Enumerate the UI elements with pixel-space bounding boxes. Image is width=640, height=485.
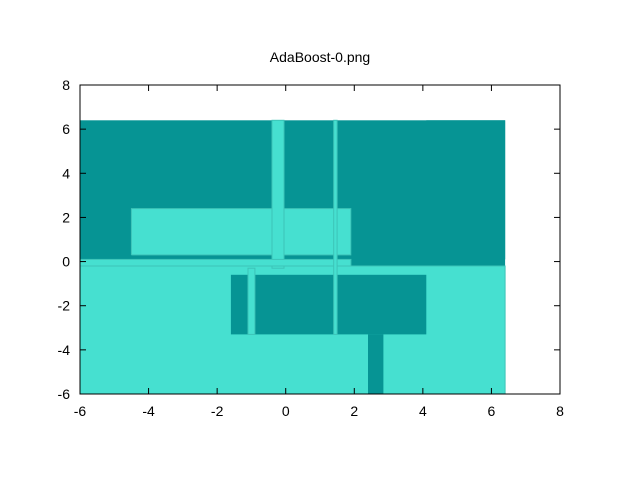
y-tick-label: 4	[62, 165, 70, 181]
x-tick-label: -6	[74, 403, 87, 419]
region-light-7	[271, 119, 285, 269]
region-dark-3	[230, 274, 427, 335]
y-tick-label: -4	[58, 342, 71, 358]
y-tick-label: -6	[58, 386, 71, 402]
x-tick-label: 0	[282, 403, 290, 419]
x-tick-label: -4	[142, 403, 155, 419]
axis-ticks: -6 -4 -2 0 2 4 6 8 -6 -4 -2 0 2 4 6 8	[58, 77, 565, 419]
chart-title: AdaBoost-0.png	[270, 49, 370, 65]
y-tick-label: 6	[62, 121, 70, 137]
y-tick-label: 2	[62, 209, 70, 225]
decision-regions	[79, 119, 506, 395]
x-tick-label: -2	[211, 403, 224, 419]
x-tick-label: 8	[556, 403, 564, 419]
region-light-6	[130, 208, 352, 256]
region-dark-8	[80, 254, 132, 259]
y-tick-label: -2	[58, 298, 71, 314]
y-tick-label: 0	[62, 254, 70, 270]
x-tick-label: 2	[350, 403, 358, 419]
x-tick-label: 4	[419, 403, 427, 419]
region-dark-5	[368, 334, 384, 394]
region-light-4	[247, 267, 256, 335]
region-dark-2	[426, 120, 506, 260]
region-light-9	[79, 258, 352, 267]
x-tick-label: 6	[488, 403, 496, 419]
plot-frame	[79, 84, 561, 395]
region-light-10	[333, 119, 338, 335]
y-tick-label: 8	[62, 77, 70, 93]
